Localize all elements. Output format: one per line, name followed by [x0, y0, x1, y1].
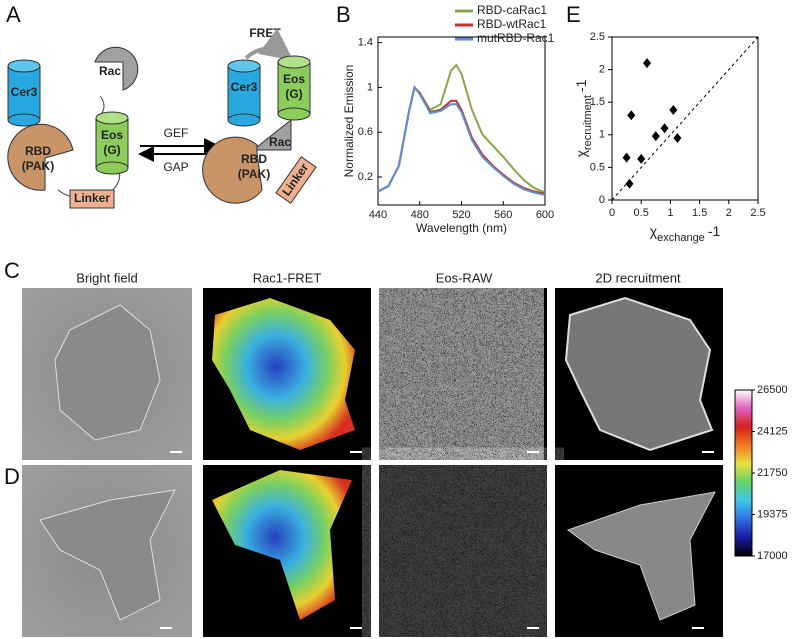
axis-label: χrecruitment -1 [573, 79, 594, 157]
point [637, 153, 646, 164]
x-tick-label: 0 [609, 207, 615, 219]
label: RBD [25, 144, 51, 158]
point [669, 105, 678, 116]
plot-frame [377, 36, 546, 206]
x-tick-label: 480 [411, 209, 429, 221]
y-tick-label: 1 [367, 81, 373, 93]
point [622, 152, 631, 163]
rac [251, 118, 292, 151]
point [651, 131, 660, 142]
y-tick-label: 1.5 [590, 96, 605, 108]
column-title: Eos-RAW [436, 270, 493, 285]
x-tick-label: 2 [726, 207, 732, 219]
label: (G) [103, 143, 120, 157]
label: Eos [283, 72, 305, 86]
symbol: χ [650, 223, 658, 239]
series-line [377, 85, 546, 196]
point [627, 110, 636, 121]
tick-label: 21750 [757, 467, 788, 479]
panel-label: A [6, 2, 21, 27]
point [643, 58, 652, 69]
label: Rac [99, 64, 121, 78]
tick-label: 17000 [757, 550, 788, 562]
tick-label: 19375 [757, 508, 788, 520]
label: (PAK) [22, 159, 54, 173]
point [660, 123, 669, 134]
suffix: -1 [708, 223, 721, 239]
series-line [377, 63, 546, 194]
legend-label: RBD-caRac1 [477, 3, 547, 17]
x-tick-label: 560 [494, 209, 512, 221]
point [673, 133, 682, 144]
rbd [202, 136, 263, 204]
x-tick-label: 0.5 [634, 207, 649, 219]
cell [212, 298, 355, 450]
y-tick-label: 2 [599, 64, 605, 76]
label: Rac [269, 135, 291, 149]
y-tick-label: 1 [599, 129, 605, 141]
linker [69, 189, 115, 209]
y-tick-label: 0 [599, 194, 605, 206]
y-tick-label: 0.2 [358, 171, 373, 183]
cell [392, 298, 530, 450]
subscript: recruitment [582, 95, 594, 150]
x-tick-label: 440 [369, 209, 387, 221]
x-tick-label: 1.5 [692, 207, 707, 219]
colorbar [734, 389, 753, 557]
column-title: Rac1-FRET [253, 270, 322, 285]
tick-label: 24125 [757, 425, 788, 437]
column-title: Bright field [76, 270, 137, 285]
identity-line [611, 36, 759, 201]
cell [54, 304, 161, 441]
panel-label: D [4, 464, 20, 489]
panel-label: B [336, 2, 351, 27]
cer3 [7, 65, 41, 121]
axis-label: χexchange -1 [650, 223, 721, 244]
tick-label: 26500 [757, 384, 788, 396]
legend-label: mutRBD-Rac1 [477, 31, 555, 45]
cell [566, 491, 716, 621]
legend-label: RBD-wtRac1 [477, 17, 547, 31]
label: RBD [241, 152, 267, 166]
cell [39, 489, 176, 621]
cell [212, 470, 352, 620]
label: Eos [101, 128, 123, 142]
label: (G) [285, 87, 302, 101]
arrow-label: GAP [163, 160, 188, 174]
panel-label: C [4, 258, 20, 283]
diagram-left: Cer3 Rac Eos (G) RBD (PAK) Linker [7, 46, 139, 209]
linker [275, 156, 317, 204]
y-tick-label: 0.5 [590, 161, 605, 173]
label: Linker [74, 191, 110, 205]
column-title: 2D recruitment [595, 270, 681, 285]
x-tick-label: 520 [452, 209, 470, 221]
plot-frame [611, 36, 759, 201]
x-tick-label: 2.5 [750, 207, 765, 219]
cell [564, 296, 714, 452]
arrow-label: GEF [164, 126, 189, 140]
x-axis-label: Wavelength (nm) [416, 221, 507, 235]
symbol: χ [573, 149, 589, 157]
y-tick-label: 2.5 [590, 31, 605, 43]
scale-bars [160, 451, 714, 629]
y-axis-label: Normalized Emission [342, 65, 356, 178]
noise [379, 465, 547, 637]
point [625, 178, 634, 189]
panel-label: E [566, 2, 581, 27]
subscript: exchange [657, 232, 705, 244]
x-tick-label: 1 [667, 207, 673, 219]
x-tick-label: 600 [536, 209, 554, 221]
label: (PAK) [238, 167, 270, 181]
label: Cer3 [231, 80, 258, 94]
y-tick-label: 1.4 [358, 37, 373, 49]
y-tick-label: 0.6 [358, 126, 373, 138]
label: FRET [249, 26, 281, 40]
rac [94, 46, 139, 91]
image-grid: Bright field Rac1-FRET Eos-RAW 2D recrui… [22, 270, 723, 637]
suffix: -1 [573, 79, 589, 92]
label: Cer3 [11, 85, 38, 99]
rbd [7, 123, 74, 191]
diagram-right: FRET Cer3 Eos (G) Rac RBD (PAK) Linker [202, 26, 317, 204]
